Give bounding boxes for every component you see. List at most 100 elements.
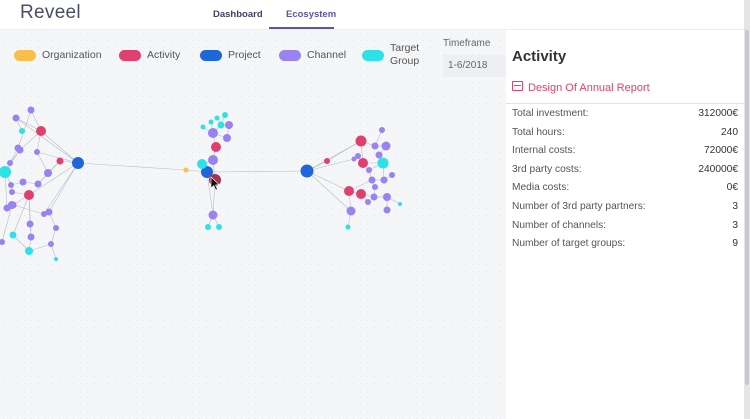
- graph-node-target-group[interactable]: [377, 157, 389, 169]
- graph-node-project[interactable]: [72, 157, 84, 169]
- graph-node-target-group[interactable]: [345, 224, 351, 230]
- graph-edge: [306, 158, 355, 172]
- activity-details-panel: Activity Design Of Annual Report Total i…: [506, 30, 744, 419]
- tab-dashboard[interactable]: Dashboard: [213, 9, 263, 20]
- graph-node-target-group[interactable]: [216, 224, 222, 230]
- graph-node-channel[interactable]: [370, 193, 378, 201]
- graph-node-channel[interactable]: [379, 127, 385, 133]
- graph-node-activity[interactable]: [355, 135, 367, 147]
- graph-node-activity[interactable]: [356, 189, 366, 199]
- panel-divider: [506, 103, 744, 104]
- graph-node-target-group[interactable]: [25, 247, 33, 255]
- graph-node-target-group[interactable]: [0, 166, 11, 178]
- mouse-cursor-icon: [210, 176, 220, 191]
- graph-node-channel[interactable]: [366, 167, 372, 173]
- graph-node-channel[interactable]: [375, 151, 383, 159]
- graph-node-activity[interactable]: [358, 158, 368, 168]
- graph-node-target-group[interactable]: [9, 231, 17, 239]
- graph-node-activity[interactable]: [24, 190, 34, 200]
- graph-node-channel[interactable]: [48, 241, 54, 247]
- graph-node-channel[interactable]: [389, 172, 395, 178]
- metric-label: Number of 3rd party partners:: [512, 201, 646, 212]
- graph-node-organization[interactable]: [183, 167, 189, 173]
- graph-edge: [36, 151, 79, 164]
- graph-node-channel[interactable]: [34, 180, 42, 188]
- graph-node-channel[interactable]: [355, 153, 361, 159]
- timeframe-input[interactable]: 1-6/2018: [443, 55, 506, 77]
- graph-node-channel[interactable]: [372, 184, 378, 190]
- graph-node-channel[interactable]: [26, 220, 34, 228]
- timeframe-label: Timeframe: [443, 38, 491, 49]
- graph-node-channel[interactable]: [383, 193, 391, 201]
- graph-node-channel[interactable]: [9, 189, 15, 195]
- graph-node-target-group[interactable]: [208, 119, 214, 125]
- graph-node-project[interactable]: [300, 164, 314, 178]
- ecosystem-network-graph[interactable]: [0, 30, 506, 419]
- graph-node-channel[interactable]: [41, 211, 47, 217]
- metric-value: 240000€: [698, 163, 738, 175]
- app-logo[interactable]: Reveel: [20, 2, 81, 23]
- graph-node-activity[interactable]: [36, 126, 46, 136]
- tab-ecosystem[interactable]: Ecosystem: [286, 9, 337, 20]
- graph-node-target-group[interactable]: [205, 224, 211, 230]
- graph-node-channel[interactable]: [45, 208, 53, 216]
- graph-node-channel[interactable]: [208, 128, 218, 138]
- graph-node-channel[interactable]: [8, 201, 16, 209]
- graph-node-channel[interactable]: [381, 141, 391, 151]
- activity-link[interactable]: Design Of Annual Report: [512, 81, 650, 94]
- graph-node-activity[interactable]: [344, 186, 354, 196]
- graph-node-channel[interactable]: [34, 149, 40, 155]
- graph-node-channel[interactable]: [383, 206, 391, 214]
- legend-label: Organization: [42, 49, 102, 61]
- metric-label: Number of target groups:: [512, 238, 626, 250]
- graph-node-channel[interactable]: [223, 134, 231, 142]
- metric-row: Media costs: 0€: [512, 182, 738, 200]
- graph-node-target-group[interactable]: [197, 159, 207, 169]
- graph-node-channel[interactable]: [8, 182, 14, 188]
- graph-node-target-group[interactable]: [200, 124, 206, 130]
- metric-row: Total investment: 312000€: [512, 108, 738, 126]
- graph-node-activity[interactable]: [324, 158, 330, 164]
- graph-node-channel[interactable]: [27, 233, 35, 241]
- graph-node-channel[interactable]: [12, 114, 20, 122]
- graph-node-channel[interactable]: [19, 178, 27, 186]
- graph-node-channel[interactable]: [225, 121, 233, 129]
- graph-node-target-group[interactable]: [217, 121, 225, 129]
- graph-node-channel[interactable]: [380, 176, 388, 184]
- legend-label: Target Group: [390, 42, 420, 67]
- graph-node-channel[interactable]: [365, 199, 371, 205]
- graph-node-channel[interactable]: [0, 239, 5, 245]
- graph-node-channel[interactable]: [44, 169, 52, 177]
- graph-node-channel[interactable]: [351, 156, 357, 162]
- metric-label: Number of channels:: [512, 219, 607, 231]
- graph-node-channel[interactable]: [53, 225, 59, 231]
- graph-edges: [1, 109, 401, 260]
- graph-edge: [1, 204, 13, 243]
- graph-node-target-group[interactable]: [214, 115, 220, 121]
- graph-node-channel[interactable]: [27, 106, 35, 114]
- graph-node-channel[interactable]: [7, 160, 13, 166]
- graph-node-target-group[interactable]: [398, 202, 402, 206]
- graph-edge: [43, 162, 79, 215]
- metric-row: Number of channels: 3: [512, 220, 738, 238]
- graph-node-channel[interactable]: [346, 206, 356, 216]
- graph-node-project[interactable]: [201, 166, 213, 178]
- graph-node-channel[interactable]: [368, 176, 376, 184]
- scrollbar-thumb[interactable]: [745, 30, 749, 385]
- graph-edge: [4, 171, 8, 209]
- ecosystem-canvas[interactable]: Organization Activity Project Channel Ta…: [0, 30, 506, 419]
- graph-node-activity[interactable]: [56, 157, 64, 165]
- graph-node-activity[interactable]: [211, 142, 221, 152]
- legend-swatch-activity: [119, 50, 141, 61]
- document-icon: [512, 81, 523, 91]
- graph-node-channel[interactable]: [208, 210, 218, 220]
- graph-node-target-group[interactable]: [19, 128, 25, 134]
- legend-swatch-organization: [14, 50, 36, 61]
- metric-value: 9: [732, 238, 738, 250]
- graph-node-channel[interactable]: [371, 142, 379, 150]
- graph-node-channel[interactable]: [14, 144, 22, 152]
- graph-edge: [40, 130, 79, 164]
- graph-node-channel[interactable]: [208, 155, 218, 165]
- graph-node-target-group[interactable]: [222, 112, 228, 118]
- graph-node-target-group[interactable]: [54, 257, 58, 261]
